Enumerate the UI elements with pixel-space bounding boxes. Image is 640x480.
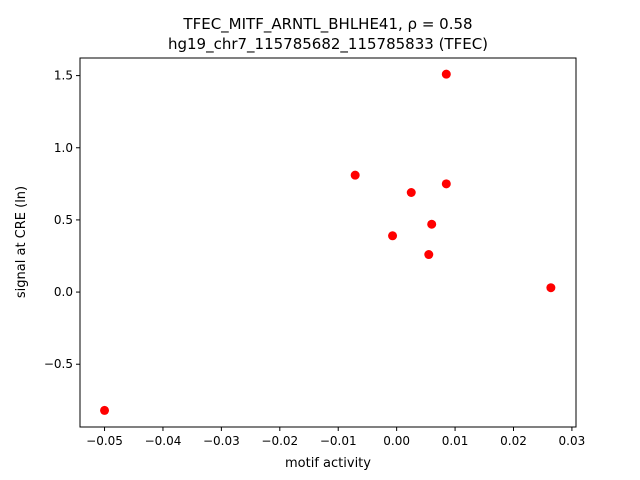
data-point — [424, 250, 434, 260]
x-tick-label: 0.00 — [383, 434, 410, 448]
data-point — [388, 231, 398, 241]
data-point — [406, 187, 416, 197]
plot-frame — [79, 57, 577, 428]
y-tick-label: 1.5 — [54, 69, 73, 83]
x-axis-label: motif activity — [285, 456, 371, 471]
y-tick-label: 1.0 — [54, 141, 73, 155]
x-tick-label: −0.02 — [261, 434, 298, 448]
x-axis-ticks: −0.05 −0.04 −0.03 −0.02 −0.01 0.00 0.01 0.02 0.0… — [86, 427, 585, 448]
x-tick-label: −0.03 — [203, 434, 240, 448]
x-tick-label: −0.04 — [145, 434, 182, 448]
x-tick-label: −0.01 — [320, 434, 357, 448]
y-tick-label: 0.5 — [54, 213, 73, 227]
y-axis-ticks: −0.5 0.0 0.5 1.0 1.5 — [44, 69, 80, 371]
chart-title-line1: TFEC_MITF_ARNTL_BHLHE41, ρ = 0.58 — [182, 15, 472, 34]
x-tick-label: 0.02 — [500, 434, 527, 448]
data-point — [546, 283, 556, 293]
data-point — [350, 170, 360, 180]
chart-title-line2: hg19_chr7_115785682_115785833 (TFEC) — [168, 35, 488, 54]
data-point — [441, 69, 451, 79]
data-point — [427, 219, 437, 229]
x-tick-label: 0.03 — [559, 434, 586, 448]
x-tick-label: 0.01 — [442, 434, 469, 448]
data-point — [100, 405, 110, 415]
data-point — [441, 179, 451, 189]
x-tick-label: −0.05 — [86, 434, 123, 448]
y-axis-label: signal at CRE (ln) — [14, 186, 29, 298]
data-points — [100, 69, 556, 415]
y-tick-label: −0.5 — [44, 357, 73, 371]
y-tick-label: 0.0 — [54, 285, 73, 299]
